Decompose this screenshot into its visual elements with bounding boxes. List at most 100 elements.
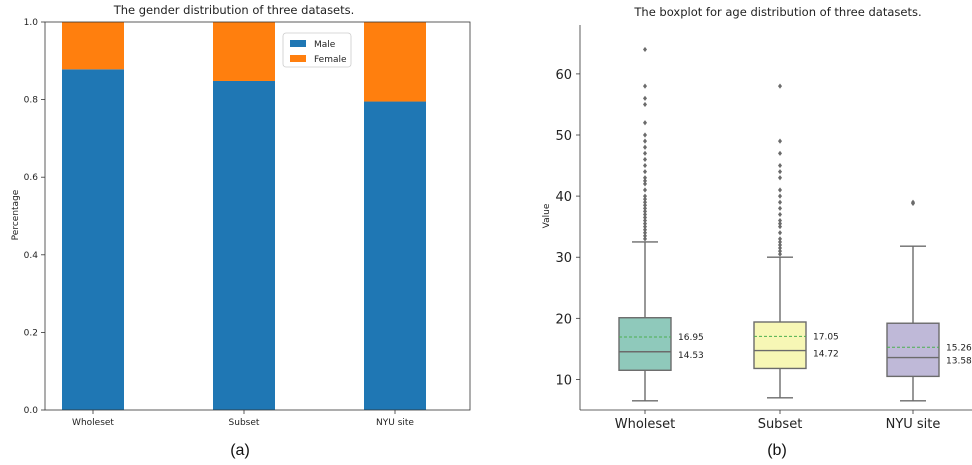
outlier-point [643,196,647,202]
legend-swatch-female [290,55,306,62]
age-chart-ylabel: Value [542,203,552,228]
legend-label-female: Female [314,55,347,65]
outlier-point [778,248,782,254]
iqr-box [618,317,672,371]
age-chart-title: The boxplot for age distribution of thre… [633,5,921,19]
y-tick-label: 1.0 [24,18,39,28]
age-chart-caption: (b) [767,442,787,459]
gender-bars [62,22,426,410]
outlier-point [643,120,647,126]
box-subset: 17.05 14.72 [753,83,839,399]
y-tick-label: 40 [555,190,572,205]
outlier-point [778,239,782,245]
y-tick-label: 0.6 [24,173,39,183]
outlier-point [643,208,647,214]
iqr-box [753,321,807,370]
mean-label: 17.05 [813,332,839,342]
gender-chart-caption: (a) [230,442,250,459]
outlier-point [643,202,647,208]
outlier-point [778,242,782,248]
outlier-point [643,217,647,224]
outlier-point [643,214,647,221]
outlier-point [643,205,647,211]
bar-male-nyu-site [364,101,426,410]
bar-female-subset [213,22,275,81]
outlier-point [911,199,915,205]
gender-legend: Male Female [282,32,352,68]
outlier-point [778,217,782,224]
outlier-point [643,221,647,227]
gender-axes: 0.0 0.2 0.4 0.6 0.8 1.0 Wholeset Subset NYU site [24,18,471,428]
outlier-point [778,245,782,251]
outlier-point [778,138,782,144]
outlier-point [643,187,647,193]
gender-chart-ylabel: Percentage [11,189,21,240]
x-tick-label: Wholeset [615,417,676,432]
outlier-point [643,138,647,144]
outlier-point [643,144,647,150]
median-label: 14.53 [678,351,704,361]
y-tick-label: 10 [555,373,572,388]
outlier-point [778,230,782,236]
outlier-point [643,230,647,236]
mean-label: 16.95 [678,333,704,343]
outlier-point [643,224,647,230]
age-boxes: 16.95 14.53 17.05 14.72 15.26 13.58 [618,46,972,402]
outlier-point [778,187,782,193]
outlier-point [643,83,647,89]
mean-label: 15.26 [946,343,972,353]
outlier-point [643,175,647,181]
x-tick-label: NYU site [376,418,414,428]
outlier-point [778,251,782,257]
y-tick-label: 0.8 [24,96,39,106]
outlier-point [778,211,782,218]
x-tick-label: NYU site [886,417,941,432]
legend-swatch-male [290,40,306,47]
outlier-point [643,178,647,184]
outlier-point [778,236,782,242]
outlier-point [643,233,647,239]
outlier-point [643,181,647,187]
outlier-point [778,221,782,227]
median-label: 14.72 [813,350,839,360]
outlier-point [643,162,647,169]
legend-label-male: Male [314,40,336,50]
iqr-box [886,322,940,378]
age-axes: 10 20 30 40 50 60 Wholeset Subset NYU site [555,25,972,432]
outlier-point [643,193,647,199]
outlier-point [778,83,782,89]
outlier-point [778,150,782,156]
outlier-point [778,199,782,205]
outlier-point [778,193,782,199]
outlier-point [643,150,647,156]
y-tick-label: 0.4 [24,251,39,261]
outlier-point [643,101,647,108]
outlier-point [643,199,647,205]
age-boxplot-chart: The boxplot for age distribution of thre… [542,5,972,459]
outlier-point [643,132,647,138]
outlier-point [643,156,647,163]
outlier-point [643,236,647,242]
outlier-point [643,227,647,233]
outlier-point [643,211,647,218]
y-tick-label: 20 [555,312,572,327]
outlier-point [778,205,782,211]
x-tick-label: Wholeset [72,418,114,428]
outlier-point [778,162,782,169]
y-tick-label: 0.2 [24,328,38,338]
gender-chart-title: The gender distribution of three dataset… [113,3,355,17]
gender-chart: The gender distribution of three dataset… [11,3,471,459]
y-tick-label: 50 [555,129,572,144]
y-tick-label: 30 [555,251,572,266]
gender-plot-frame [44,21,471,411]
outlier-point [643,169,647,175]
outlier-point [778,169,782,175]
bar-male-wholeset [62,69,124,410]
outlier-point [778,175,782,181]
box-nyu-site: 15.26 13.58 [886,199,972,402]
x-tick-label: Subset [758,417,803,432]
x-tick-label: Subset [229,418,260,428]
outlier-point [643,46,647,53]
median-label: 13.58 [946,357,972,367]
